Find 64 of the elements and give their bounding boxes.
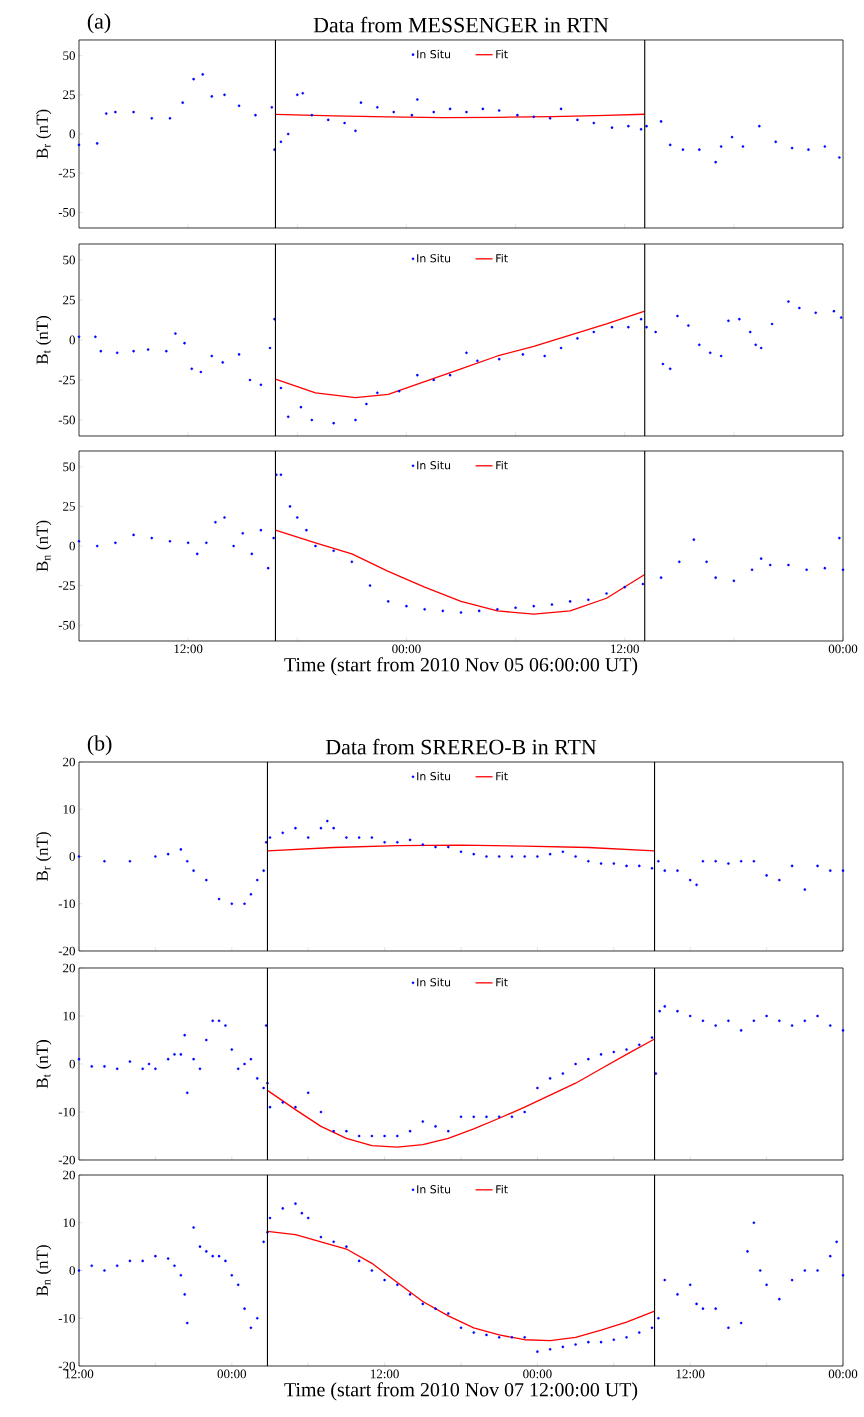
y-tick-label: -20: [58, 946, 75, 956]
y-axis-title: B$_{n}$ (nT): [36, 520, 52, 572]
y-tick-label: 25: [63, 295, 75, 305]
y-tick-label: 0: [69, 852, 75, 861]
y-tick-label: 50: [63, 255, 75, 265]
y-tick-label: -25: [58, 168, 75, 178]
legend-label: In Situ: [417, 49, 451, 59]
y-tick-label: 0: [69, 129, 75, 139]
y-tick-label: 20: [63, 963, 75, 973]
legend-label: In Situ: [417, 1184, 451, 1194]
y-axis-title: B$_{t}$ (nT): [36, 1040, 52, 1089]
y-tick-label: -20: [58, 1361, 75, 1371]
y-tick-label: -10: [58, 1107, 75, 1117]
x-tick-label: 12:00: [370, 1369, 399, 1379]
x-tick-label: 00:00: [828, 1369, 858, 1379]
legend-label: In Situ: [417, 977, 451, 987]
y-tick-label: -50: [58, 207, 75, 217]
legend-label: Fit: [496, 253, 508, 263]
y-tick-label: 10: [63, 1218, 75, 1228]
y-tick-label: 20: [63, 1170, 75, 1180]
y-tick-label: -10: [58, 899, 75, 909]
y-tick-label: -50: [58, 415, 75, 425]
y-tick-label: -10: [58, 1313, 75, 1323]
x-tick-label: 00:00: [217, 1369, 247, 1379]
x-axis-title: Time (start from 2010 Nov 05 06:00:00 UT): [284, 657, 638, 676]
text: (a): [87, 13, 111, 34]
y-tick-label: 0: [69, 1059, 75, 1069]
y-tick-label: 10: [63, 804, 75, 814]
y-tick-label: -20: [58, 1155, 75, 1165]
y-tick-label: 0: [69, 541, 75, 551]
y-tick-label: 25: [63, 90, 75, 100]
y-tick-label: 10: [63, 1011, 75, 1021]
y-tick-label: -25: [58, 375, 75, 385]
x-tick-label: 12:00: [65, 1369, 94, 1379]
chart-title: Data from SREREO-B in RTN: [325, 738, 597, 755]
legend-label: In Situ: [417, 460, 451, 470]
legend-label: In Situ: [417, 771, 451, 781]
chart-title: Data from MESSENGER in RTN: [313, 16, 609, 33]
y-tick-label: 50: [63, 51, 75, 61]
legend-label: Fit: [496, 977, 508, 987]
y-tick-label: 50: [63, 462, 75, 472]
legend-label: Fit: [496, 49, 508, 59]
x-tick-label: 12:00: [611, 644, 639, 654]
legend-label: In Situ: [417, 253, 451, 263]
y-tick-label: -25: [58, 581, 75, 590]
text: (b): [87, 735, 112, 756]
x-tick-label: 00:00: [828, 644, 858, 654]
legend-label: Fit: [496, 1184, 508, 1194]
x-tick-label: 00:00: [523, 1369, 552, 1379]
y-tick-label: -50: [58, 620, 75, 630]
y-tick-label: 25: [63, 502, 75, 511]
y-tick-label: 0: [69, 1266, 75, 1275]
y-tick-label: 0: [69, 335, 75, 345]
y-axis-title: B$_{r}$ (nT): [36, 832, 52, 882]
x-tick-label: 12:00: [174, 644, 203, 654]
y-axis-title: B$_{n}$ (nT): [36, 1245, 52, 1297]
y-tick-label: 20: [63, 757, 75, 767]
legend-label: Fit: [496, 460, 508, 470]
legend-label: Fit: [496, 771, 508, 781]
y-axis-title: B$_{t}$ (nT): [36, 316, 52, 365]
y-axis-title: B$_{r}$ (nT): [36, 109, 52, 159]
x-tick-label: 12:00: [676, 1369, 705, 1379]
x-axis-title: Time (start from 2010 Nov 07 12:00:00 UT): [284, 1382, 638, 1401]
x-tick-label: 00:00: [392, 644, 421, 654]
